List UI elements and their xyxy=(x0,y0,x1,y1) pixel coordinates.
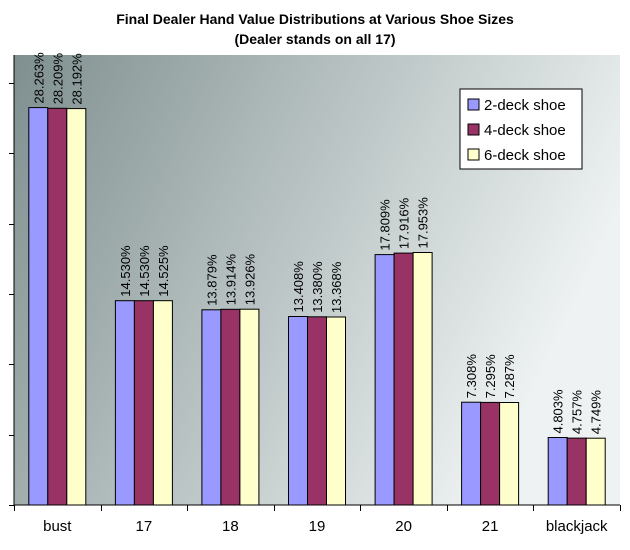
data-label: 13.914% xyxy=(223,254,238,306)
data-label: 28.263% xyxy=(31,52,46,104)
x-tick-label: 17 xyxy=(136,518,153,535)
bar xyxy=(547,437,568,506)
data-label: 14.530% xyxy=(137,245,152,297)
bar xyxy=(566,437,587,506)
bar xyxy=(499,402,520,506)
bar xyxy=(28,107,49,506)
legend-swatch-4-deck xyxy=(467,123,480,136)
bar xyxy=(461,401,482,506)
bar xyxy=(66,108,87,506)
bar xyxy=(201,309,222,506)
data-label: 17.953% xyxy=(416,197,431,249)
bar xyxy=(585,437,606,506)
bars-layer xyxy=(28,107,606,506)
legend-swatch-2-deck xyxy=(467,98,480,111)
data-label: 13.879% xyxy=(204,254,219,306)
data-label: 4.803% xyxy=(551,389,566,434)
chart-subtitle: (Dealer stands on all 17) xyxy=(234,31,395,47)
data-label: 14.525% xyxy=(156,245,171,297)
legend-swatch-6-deck xyxy=(467,148,480,161)
data-label: 17.916% xyxy=(397,197,412,249)
x-tick-label: 19 xyxy=(309,518,326,535)
data-label: 14.530% xyxy=(118,245,133,297)
data-labels-layer: 28.263% 28.209% 28.192% 14.530% 14.530% 14.52… xyxy=(31,52,603,434)
x-tick-label: blackjack xyxy=(546,518,608,535)
bar xyxy=(307,316,327,506)
bar xyxy=(47,107,68,506)
bar xyxy=(412,252,433,506)
bar xyxy=(220,308,241,506)
legend-label-2-deck: 2-deck shoe xyxy=(484,97,566,114)
data-label: 13.368% xyxy=(329,261,344,313)
data-label: 4.749% xyxy=(589,390,604,435)
bar xyxy=(114,300,135,506)
bar xyxy=(480,401,501,506)
data-label: 28.192% xyxy=(69,53,84,105)
x-tick-label: bust xyxy=(43,518,72,535)
data-label: 7.295% xyxy=(483,354,498,399)
data-label: 28.209% xyxy=(50,53,65,105)
x-tick-label: 20 xyxy=(395,518,412,535)
bar xyxy=(152,300,173,506)
data-label: 13.380% xyxy=(310,261,325,313)
data-label: 7.308% xyxy=(464,354,479,399)
data-label: 7.287% xyxy=(502,354,517,399)
bar xyxy=(326,316,346,506)
bar xyxy=(288,316,308,506)
x-tick-labels: bust 17 18 19 20 21 blackjack xyxy=(43,518,608,535)
bar xyxy=(239,308,260,506)
data-label: 13.408% xyxy=(291,261,306,313)
bar xyxy=(393,252,414,506)
legend: 2-deck shoe 4-deck shoe 6-deck shoe xyxy=(459,88,583,170)
data-label: 13.926% xyxy=(242,253,257,305)
x-tick-label: 18 xyxy=(222,518,239,535)
legend-label-6-deck: 6-deck shoe xyxy=(484,147,566,164)
chart-title: Final Dealer Hand Value Distributions at… xyxy=(116,11,514,27)
x-tick-label: 21 xyxy=(482,518,499,535)
legend-box xyxy=(459,88,583,170)
data-label: 17.809% xyxy=(378,199,393,251)
data-label: 4.757% xyxy=(570,390,585,435)
bar xyxy=(133,300,154,506)
bar xyxy=(374,254,395,506)
legend-label-4-deck: 4-deck shoe xyxy=(484,122,566,139)
